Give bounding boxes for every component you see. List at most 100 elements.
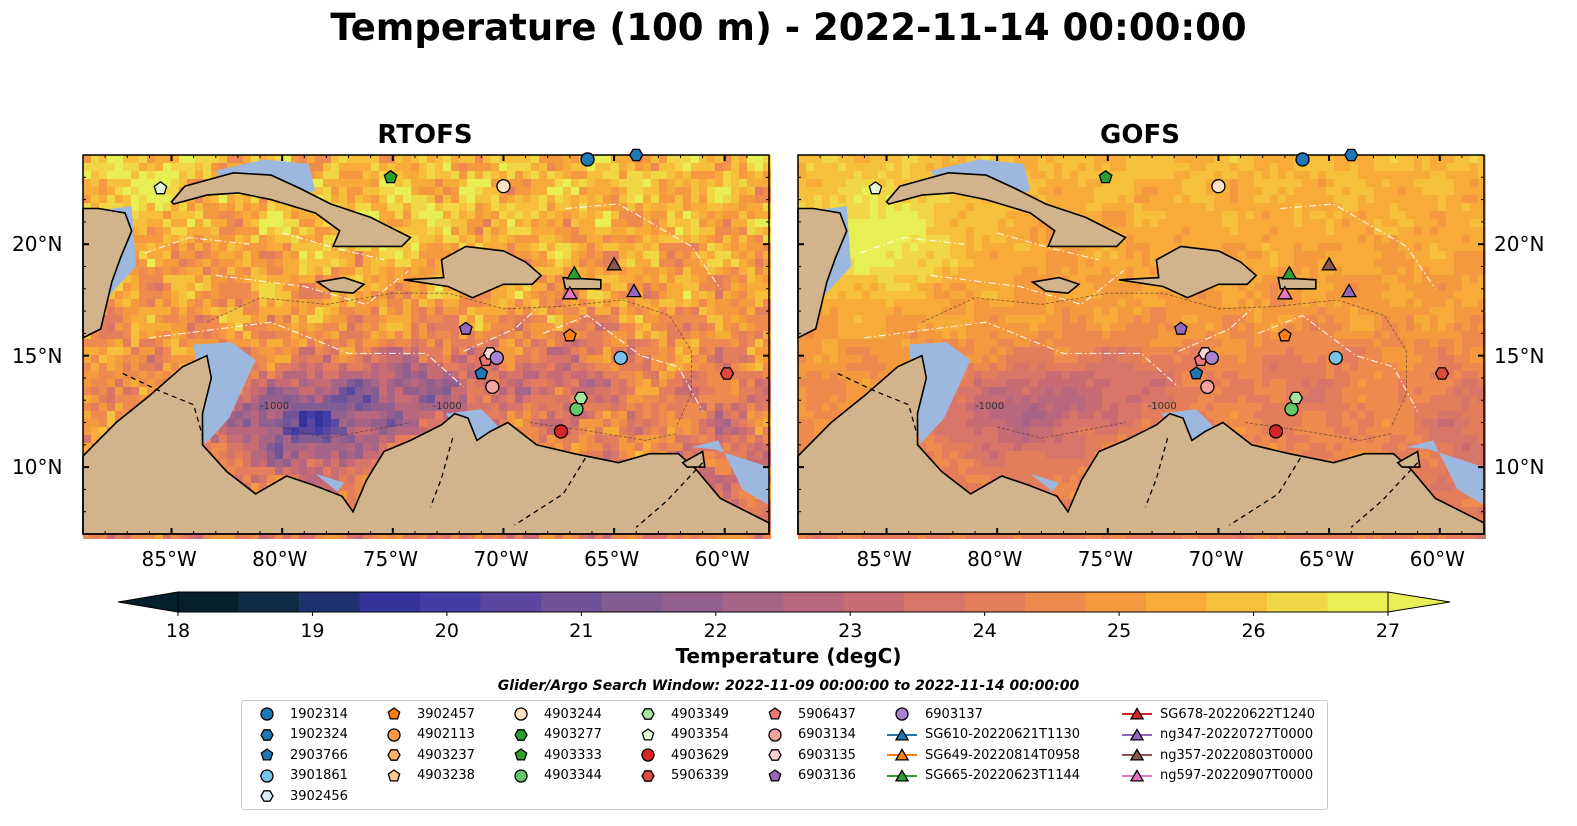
- colorbar-tick-label: 27: [1375, 620, 1401, 642]
- pentagon-marker-icon: [768, 707, 782, 720]
- svg-text:-1000: -1000: [260, 401, 289, 412]
- colorbar-segment: [783, 592, 844, 612]
- colorbar-segment: [964, 592, 1026, 612]
- legend: 1902314 1902324 2903766 3901861 3902456 39024…: [241, 700, 1328, 810]
- lon-tick-label: 80°W: [252, 547, 308, 571]
- circle-marker-icon: [895, 707, 909, 721]
- legend-item: 4903238: [377, 766, 475, 786]
- pentagon-marker-icon: [514, 748, 528, 761]
- lat-tick-label-left: 10°N: [12, 455, 63, 480]
- legend-item: 4903237: [377, 745, 475, 765]
- map-marker-2903766: [1189, 366, 1204, 380]
- map-marker-4903344: [569, 402, 584, 417]
- colorbar-segment: [1025, 592, 1086, 612]
- map-marker-ng357-20220803T0000: [1321, 256, 1338, 271]
- map-marker-3902457: [562, 328, 577, 342]
- legend-label: 4903238: [417, 768, 475, 783]
- legend-item: 4903344: [504, 766, 602, 786]
- legend-label: 4903244: [544, 706, 602, 722]
- map-marker-5906339: [719, 367, 735, 380]
- legend-item: 5906437: [758, 704, 856, 724]
- colorbar-segment: [843, 592, 905, 612]
- colorbar: [118, 591, 1451, 616]
- colorbar-tick-label: 19: [300, 620, 325, 642]
- legend-item: SG610-20220621T1130: [885, 725, 1080, 745]
- legend-label: 4902113: [417, 727, 475, 742]
- legend-item: ng597-20220907T0000: [1120, 766, 1313, 786]
- legend-item: 6903135: [758, 745, 856, 765]
- lon-tick-label: 75°W: [362, 547, 419, 571]
- legend-label: 4903354: [671, 727, 729, 742]
- legend-item: 3902457: [377, 704, 475, 724]
- colorbar-segment: [722, 592, 784, 612]
- lon-tick-label: 65°W: [1299, 547, 1355, 571]
- pentagon-marker-icon: [260, 748, 274, 761]
- legend-item: 1902314: [250, 704, 348, 724]
- legend-label: 1902314: [290, 706, 348, 722]
- legend-label: 6903134: [798, 727, 856, 742]
- map-marker-4903629: [1268, 424, 1284, 439]
- hexagon-marker-icon: [768, 749, 782, 761]
- map-marker-4903244: [496, 179, 511, 194]
- gofs-map[interactable]: -1000 -1000: [797, 148, 1486, 539]
- lon-tick-label: 75°W: [1077, 547, 1134, 571]
- colorbar-segment: [299, 592, 360, 612]
- map-marker-3901861: [613, 350, 628, 366]
- triangle-marker-icon: [1122, 768, 1152, 782]
- colorbar-extend-high: [1387, 591, 1451, 613]
- triangle-marker-icon: [1122, 727, 1152, 741]
- legend-label: 6903137: [925, 706, 983, 722]
- lat-tick-label-left: 15°N: [12, 343, 63, 368]
- map-marker-1902314: [580, 152, 595, 167]
- triangle-marker-icon: [1122, 748, 1152, 761]
- circle-marker-icon: [514, 707, 528, 721]
- hexagon-marker-icon: [514, 728, 528, 741]
- map-marker-6903136: [458, 321, 473, 335]
- colorbar-tick-label: 18: [165, 620, 191, 642]
- legend-label: 4903277: [544, 727, 602, 742]
- lat-tick-label-right: 20°N: [1494, 232, 1545, 257]
- pentagon-marker-icon: [641, 727, 655, 741]
- legend-item: 4903277: [504, 725, 602, 745]
- circle-marker-icon: [260, 768, 274, 783]
- rtofs-map[interactable]: -1000 -1000: [82, 148, 771, 539]
- colorbar-segment: [359, 592, 421, 612]
- legend-label: 3901861: [290, 768, 348, 783]
- map-marker-ng597-20220907T0000: [561, 285, 578, 300]
- colorbar-segment: [1206, 592, 1268, 612]
- map-marker-ng347-20220727T0000: [625, 283, 643, 298]
- circle-marker-icon: [768, 727, 782, 742]
- legend-label: 2903766: [290, 747, 348, 763]
- lat-tick-label-right: 15°N: [1494, 343, 1545, 368]
- circle-marker-icon: [641, 748, 655, 762]
- hexagon-marker-icon: [260, 790, 274, 802]
- colorbar-segment: [420, 592, 481, 612]
- pentagon-marker-icon: [387, 768, 401, 782]
- legend-label: 6903135: [798, 747, 856, 763]
- legend-label: SG678-20220622T1240: [1160, 706, 1316, 722]
- colorbar-tick-label: 20: [434, 620, 459, 642]
- pentagon-marker-icon: [768, 768, 782, 782]
- legend-item: 1902324: [250, 725, 348, 745]
- lon-tick-label: 70°W: [473, 547, 529, 571]
- legend-label: 3902457: [417, 706, 475, 722]
- legend-item: SG649-20220814T0958: [885, 745, 1080, 765]
- map-marker-1902324: [628, 148, 644, 162]
- legend-label: SG610-20220621T1130: [925, 727, 1081, 742]
- legend-label: ng357-20220803T0000: [1160, 747, 1314, 763]
- colorbar-tick-label: 22: [703, 620, 728, 642]
- map-marker-ng357-20220803T0000: [606, 256, 623, 271]
- triangle-marker-icon: [887, 727, 917, 741]
- colorbar-segment: [1327, 592, 1389, 612]
- legend-label: SG665-20220623T1144: [925, 768, 1081, 783]
- map-marker-6903134: [485, 379, 500, 395]
- colorbar-segment: [238, 592, 300, 612]
- map-marker-4903333: [1098, 169, 1113, 184]
- hexagon-marker-icon: [641, 769, 655, 782]
- map-marker-4903333: [383, 169, 398, 184]
- map-marker-4903244: [1211, 179, 1226, 194]
- legend-label: 4903629: [671, 747, 729, 763]
- map-marker-4903349: [573, 391, 589, 405]
- colorbar-segment: [662, 592, 723, 612]
- circle-marker-icon: [387, 727, 401, 742]
